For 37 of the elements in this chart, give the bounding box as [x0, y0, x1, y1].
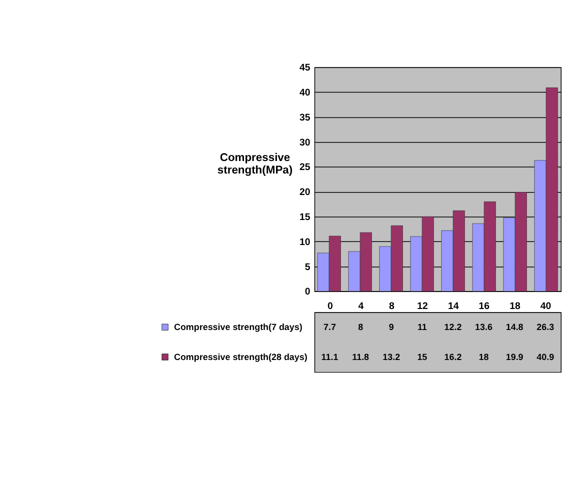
y-tick-label: 10 [299, 236, 310, 248]
data-label: 11 [417, 322, 427, 332]
x-tick-label: 16 [478, 300, 490, 312]
data-label: 18 [478, 352, 489, 362]
y-tick-label: 40 [299, 88, 310, 99]
x-tick-label: 40 [540, 300, 552, 312]
y-tick-label: 5 [304, 262, 311, 273]
data-label: 14.8 [506, 322, 524, 332]
data-label: 26.3 [536, 322, 554, 332]
legend-label: Compressive strength(7 days) [174, 322, 302, 332]
y-tick-label: 15 [299, 212, 311, 223]
y-tick-label: 45 [299, 62, 311, 74]
data-label: 9 [388, 322, 394, 332]
data-label: 11.1 [321, 352, 338, 362]
x-tick-label: 12 [417, 300, 428, 312]
y-axis-title: Compressive strength(MPa) [217, 152, 293, 177]
data-label: 11.8 [352, 352, 370, 362]
x-tick-label: 14 [448, 300, 460, 312]
legend-label: Compressive strength(28 days) [174, 352, 308, 362]
data-label: 13.6 [475, 322, 493, 332]
y-tick-label: 0 [304, 286, 310, 298]
x-tick-label: 4 [358, 300, 364, 312]
data-label: 8 [358, 322, 364, 332]
data-label: 15 [417, 352, 428, 362]
data-label: 40.9 [536, 352, 554, 362]
y-tick-label: 25 [299, 162, 311, 174]
x-tick-label: 18 [510, 300, 521, 312]
y-tick-label: 20 [299, 187, 310, 198]
data-label: 13.2 [382, 352, 400, 362]
y-tick-label: 30 [299, 137, 310, 148]
data-label: 19.9 [506, 352, 524, 362]
x-tick-label: 8 [389, 300, 396, 312]
data-label: 7.7 [324, 322, 336, 332]
y-tick-label: 35 [299, 112, 311, 124]
data-label: 16.2 [444, 352, 462, 362]
x-tick-label: 0 [327, 300, 333, 312]
data-label: 12.2 [444, 322, 462, 332]
